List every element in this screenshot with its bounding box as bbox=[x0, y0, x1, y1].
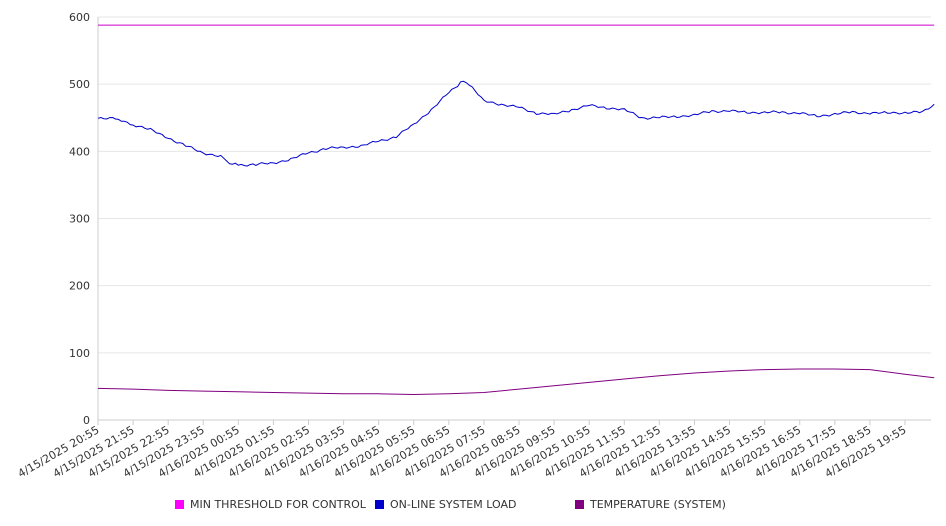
legend-swatch-min-threshold bbox=[175, 500, 184, 509]
legend-label-system-load: ON-LINE SYSTEM LOAD bbox=[390, 498, 517, 511]
series-line-system-load bbox=[97, 80, 935, 167]
y-tick-label: 0 bbox=[83, 414, 90, 427]
y-tick-label: 300 bbox=[69, 213, 90, 226]
y-tick-label: 200 bbox=[69, 280, 90, 293]
series-line-temperature bbox=[97, 368, 935, 396]
y-tick-label: 400 bbox=[69, 145, 90, 158]
y-tick-label: 100 bbox=[69, 347, 90, 360]
y-tick-label: 600 bbox=[69, 11, 90, 24]
axes bbox=[97, 17, 931, 421]
legend-label-temperature: TEMPERATURE (SYSTEM) bbox=[590, 498, 726, 511]
series-lines bbox=[97, 24, 935, 396]
y-axis-ticks: 0 100 200 300 400 500 600 bbox=[69, 11, 90, 427]
x-axis-ticks: 4/15/2025 20:554/15/2025 21:554/15/2025 … bbox=[16, 420, 909, 480]
legend-swatch-system-load bbox=[375, 500, 384, 509]
legend-label-min-threshold: MIN THRESHOLD FOR CONTROL bbox=[190, 498, 366, 511]
legend-item-min-threshold[interactable]: MIN THRESHOLD FOR CONTROL bbox=[175, 498, 366, 511]
legend: MIN THRESHOLD FOR CONTROL ON-LINE SYSTEM… bbox=[0, 498, 946, 514]
legend-item-system-load[interactable]: ON-LINE SYSTEM LOAD bbox=[375, 498, 516, 511]
legend-swatch-temperature bbox=[575, 500, 584, 509]
legend-item-temperature[interactable]: TEMPERATURE (SYSTEM) bbox=[575, 498, 726, 511]
gridlines bbox=[98, 16, 931, 354]
y-tick-label: 500 bbox=[69, 78, 90, 91]
